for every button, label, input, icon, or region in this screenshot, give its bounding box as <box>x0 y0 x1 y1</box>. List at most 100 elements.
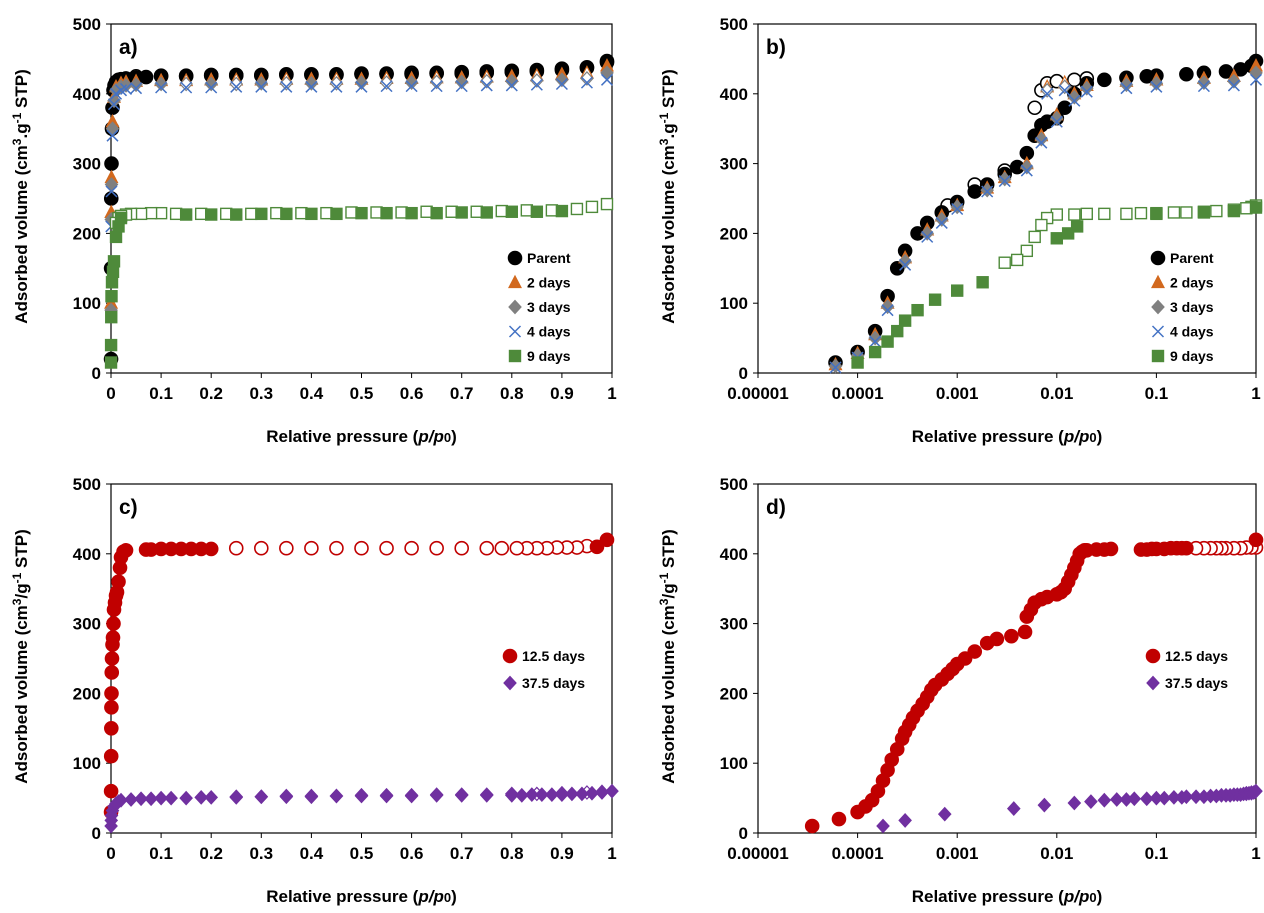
legend: Parent 2 days 3 days 4 days 9 days <box>507 250 571 364</box>
data-point <box>868 345 882 359</box>
data-point <box>851 356 864 369</box>
data-point-desorption <box>280 80 293 93</box>
data-point <box>105 276 119 289</box>
data-point <box>1050 232 1064 245</box>
data-point <box>981 185 994 198</box>
series-37.5-days <box>876 783 1263 834</box>
legend-marker <box>502 648 518 664</box>
data-point <box>429 787 444 803</box>
data-point <box>255 207 268 221</box>
data-point-desorption <box>1010 253 1024 267</box>
data-point <box>1034 131 1049 147</box>
data-point <box>1020 159 1034 175</box>
data-point <box>103 748 119 764</box>
y-tick-label: 300 <box>720 155 748 174</box>
data-point <box>254 75 269 91</box>
data-point <box>530 205 544 218</box>
data-point <box>230 208 243 221</box>
x-tick-label: 0.8 <box>500 384 524 403</box>
data-point-desorption <box>279 75 294 91</box>
data-point-desorption <box>600 197 614 211</box>
legend-label: 9 days <box>1170 348 1214 364</box>
data-point-desorption <box>1067 72 1082 88</box>
data-point <box>106 265 120 278</box>
data-point <box>1227 79 1240 92</box>
chart-panel-d: 0 100 200 300 400 500 0.00001 0.0001 0.001 0.01 0.… <box>657 475 1264 906</box>
data-point <box>479 787 494 803</box>
data-point <box>920 226 935 241</box>
y-tick-label: 500 <box>73 475 101 494</box>
data-point <box>869 335 882 348</box>
y-tick-label: 0 <box>739 824 748 843</box>
data-point <box>1079 80 1094 96</box>
legend-marker <box>1150 250 1166 266</box>
x-tick-label: 0.0001 <box>832 384 884 403</box>
data-point-desorption <box>1028 230 1041 244</box>
data-point-desorption <box>329 75 344 91</box>
data-point <box>1049 110 1064 126</box>
legend-marker <box>1151 325 1165 338</box>
x-tick-label: 0.8 <box>500 844 524 863</box>
data-point <box>130 82 143 95</box>
data-point-desorption <box>1058 84 1071 97</box>
series-3-days <box>104 65 614 318</box>
data-point-desorption <box>429 74 444 90</box>
data-point-desorption <box>480 79 493 92</box>
x-tick-label: 0.0001 <box>832 844 884 863</box>
x-tick-label: 0.3 <box>249 844 273 863</box>
data-point <box>937 806 952 822</box>
data-point-desorption <box>509 540 525 556</box>
data-point <box>404 75 419 91</box>
data-point <box>1249 73 1263 86</box>
data-point-desorption <box>1068 208 1081 221</box>
panel-label: d) <box>766 496 786 519</box>
data-point <box>876 818 890 834</box>
data-point-desorption <box>430 80 443 93</box>
panel-label: b) <box>766 36 786 59</box>
data-point-desorption <box>380 80 393 93</box>
data-point <box>1103 541 1119 557</box>
x-axis-label: Relative pressure (p/p0) <box>912 887 1103 906</box>
data-point <box>505 205 518 218</box>
data-point <box>535 787 549 802</box>
chart-panel-c: 0 100 200 300 400 500 0 0.1 0.2 0.3 0.4 0.5 0.6 0.7 0.… <box>10 475 619 906</box>
data-point <box>829 361 842 374</box>
data-point <box>1139 791 1154 807</box>
legend: 12.5 days 37.5 days <box>1145 648 1228 691</box>
data-point <box>109 87 123 100</box>
y-tick-label: 100 <box>720 754 748 773</box>
data-point <box>881 335 894 348</box>
data-point-desorption <box>179 76 193 92</box>
series-4-days <box>829 73 1263 374</box>
x-tick-label: 0.6 <box>400 844 424 863</box>
data-point <box>179 790 193 806</box>
data-point <box>229 790 244 805</box>
data-point-desorption <box>379 75 394 91</box>
data-point <box>205 81 218 94</box>
data-point-desorption <box>1035 218 1048 232</box>
data-point <box>1061 227 1075 240</box>
series-4-days <box>105 73 614 324</box>
data-point-desorption <box>1120 207 1133 221</box>
data-point <box>164 790 178 806</box>
legend-marker <box>507 250 523 266</box>
x-tick-label: 0.1 <box>1145 384 1169 403</box>
data-point <box>106 616 121 631</box>
x-tick-label: 0 <box>106 844 115 863</box>
y-tick-label: 300 <box>73 615 101 634</box>
legend-marker <box>508 349 522 363</box>
x-tick-label: 0 <box>106 384 115 403</box>
plot-frame <box>757 483 1257 834</box>
series-2-days <box>104 58 614 309</box>
data-point <box>1249 783 1263 799</box>
data-point <box>154 790 168 806</box>
series-9-days <box>104 197 614 369</box>
data-point <box>1179 540 1194 556</box>
chart-panel-a: 0 100 200 300 400 500 0 0.1 0.2 0.3 0.4 0.5 0.6 0.7 0.… <box>10 15 617 446</box>
data-point <box>106 129 119 142</box>
y-tick-label: 0 <box>92 364 101 383</box>
data-point <box>404 788 419 804</box>
data-point <box>575 786 589 802</box>
data-point <box>329 788 344 804</box>
data-point <box>555 77 568 91</box>
